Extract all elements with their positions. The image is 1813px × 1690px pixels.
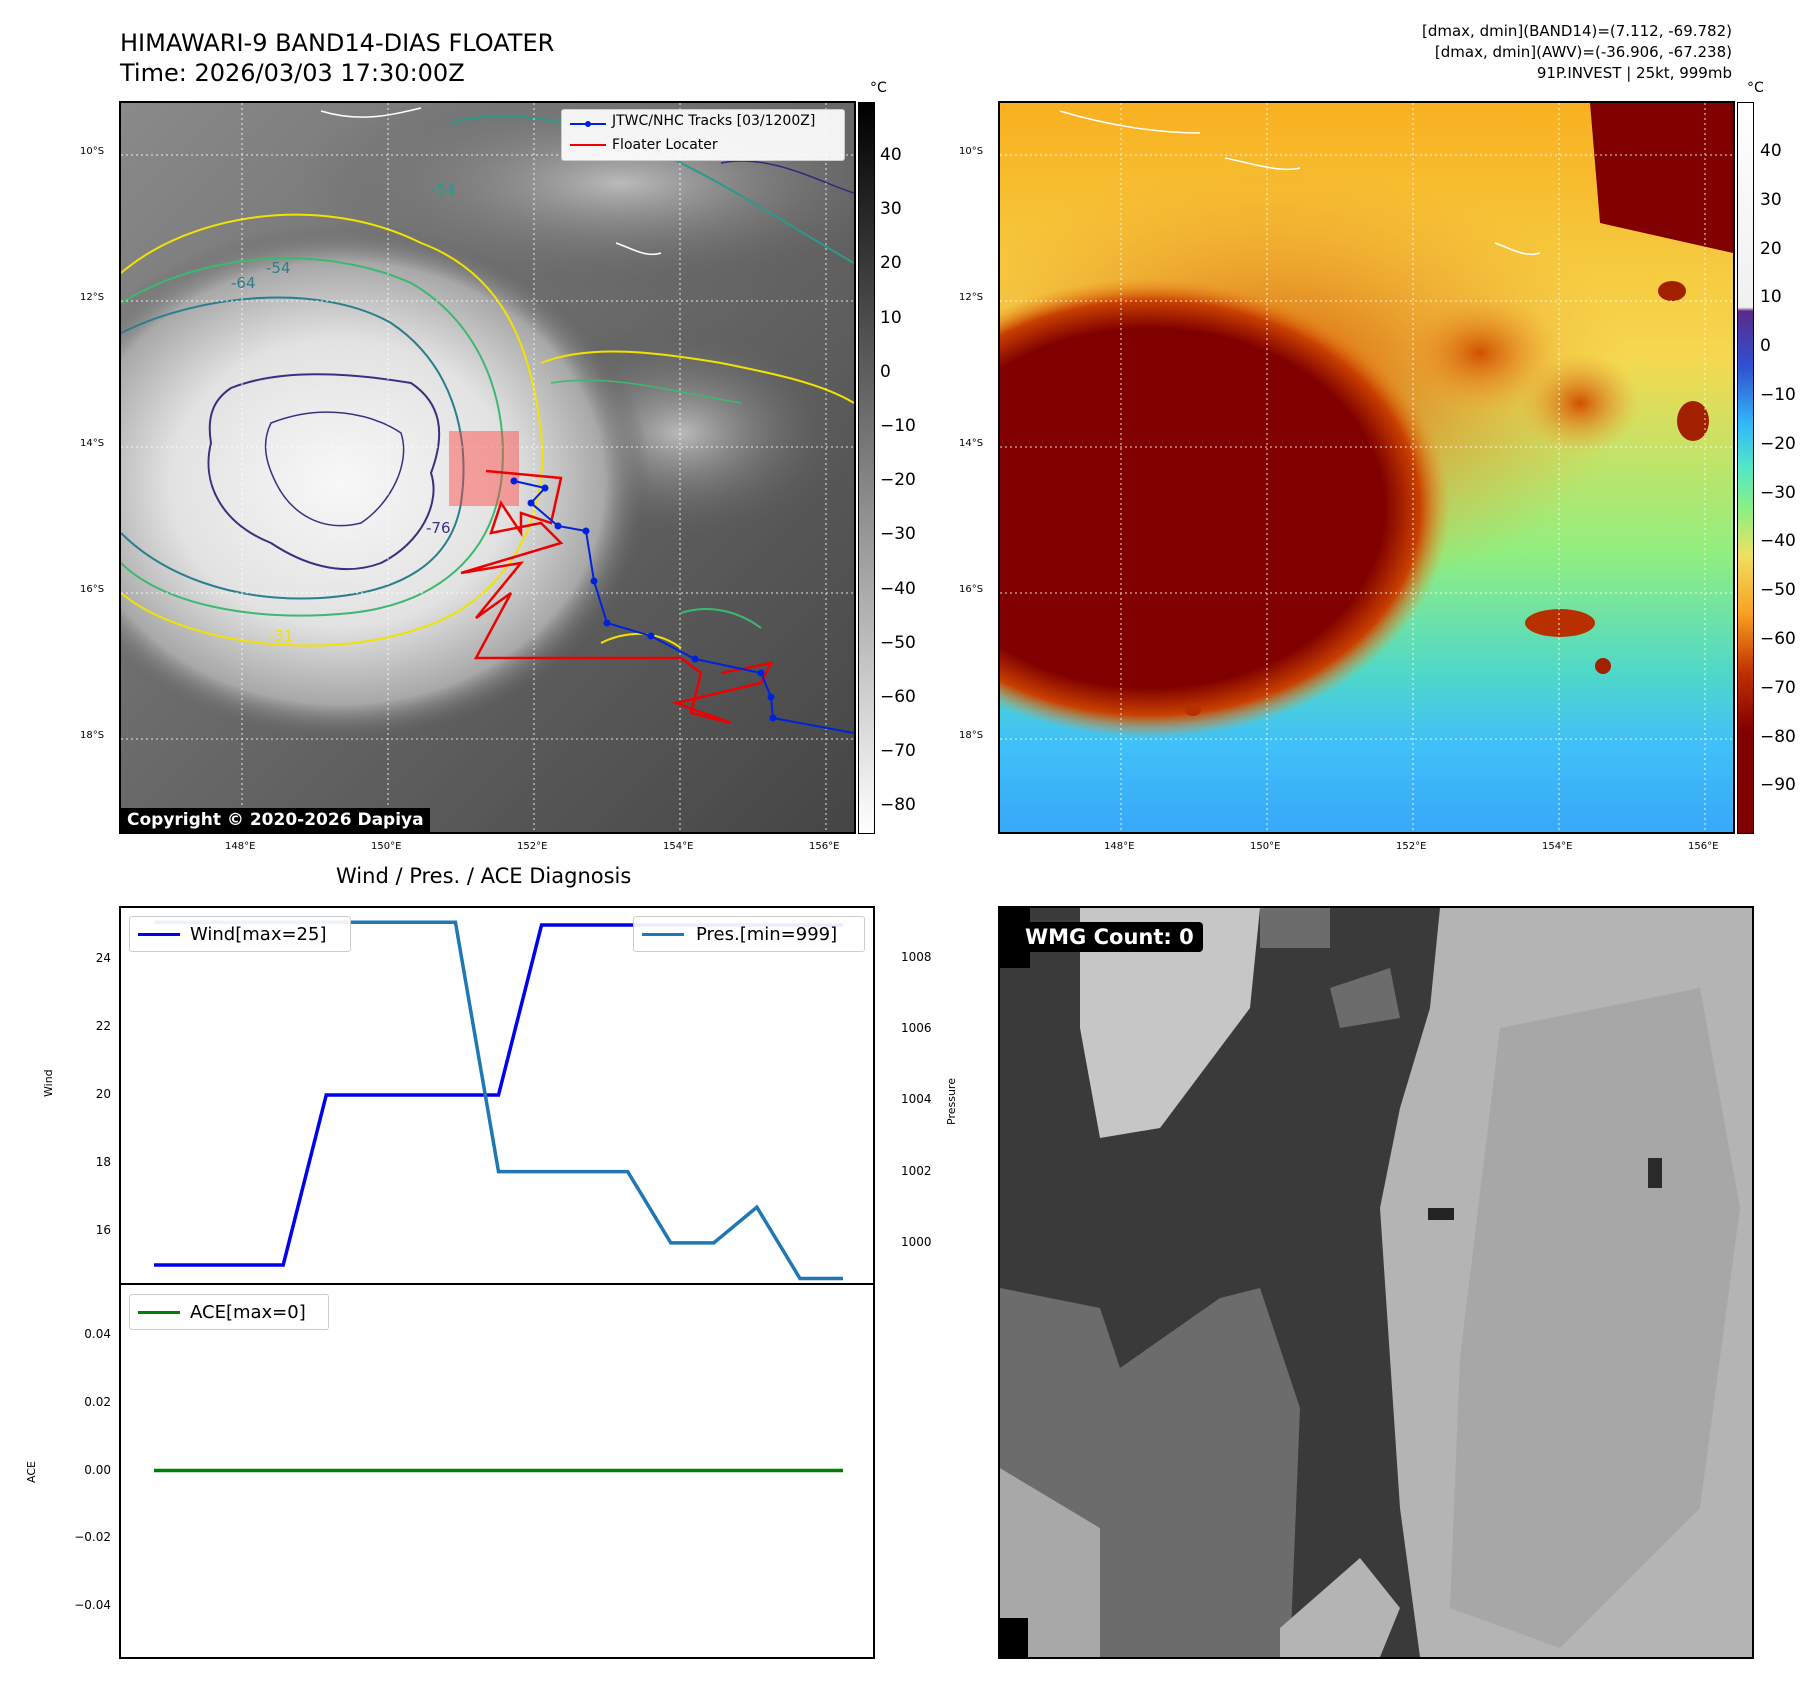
axis-tick-label: 1000 <box>901 1234 932 1249</box>
lon-label: 152°E <box>1396 841 1427 852</box>
colorbar-tick-label: −60 <box>1760 629 1796 649</box>
map-legend: JTWC/NHC Tracks [03/1200Z] Floater Locat… <box>561 109 845 161</box>
axis-tick-label: 24 <box>95 951 111 965</box>
axis-tick-label: 1004 <box>901 1092 932 1107</box>
pressure-legend-label: Pres.[min=999] <box>696 924 838 945</box>
lat-label: 10°S <box>959 146 984 157</box>
lat-label: 10°S <box>80 146 105 157</box>
lon-label: 156°E <box>809 841 840 852</box>
colorbar-tick-label: −20 <box>1760 433 1796 454</box>
axis-tick-label: 18 <box>95 1155 111 1169</box>
copyright: Copyright © 2020-2026 Dapiya <box>121 808 430 832</box>
lon-label: 148°E <box>225 841 256 852</box>
colorbar-tick-label: 40 <box>1760 141 1782 161</box>
legend-track-label: JTWC/NHC Tracks [03/1200Z] <box>612 113 816 129</box>
lat-label: 16°S <box>959 584 984 595</box>
lat-label: 16°S <box>80 584 105 595</box>
colorbar-tick-label: 20 <box>1760 238 1782 259</box>
pressure-series-line <box>154 920 843 1281</box>
colorbar-tick-label: 40 <box>880 145 902 165</box>
colorbar-tick-label: 0 <box>1760 336 1771 357</box>
lon-label: 154°E <box>663 841 694 852</box>
lat-label: 18°S <box>959 730 984 741</box>
wind-legend-label: Wind[max=25] <box>190 924 327 945</box>
colorbar-tick-label: −90 <box>1760 775 1796 796</box>
ace-legend: ACE[max=0] <box>129 1294 329 1330</box>
awv-colorbar <box>1737 102 1754 834</box>
lat-label: 14°S <box>80 438 105 449</box>
axis-tick-label: 0.02 <box>84 1394 111 1409</box>
info-line-awv: [dmax, dmin](AWV)=(-36.906, -67.238) <box>1434 43 1732 61</box>
colorbar-tick-label: −60 <box>880 687 916 707</box>
contour-label: -54 <box>266 259 291 277</box>
colorbar-tick-label: −70 <box>880 741 916 762</box>
lon-label: 150°E <box>1250 841 1281 852</box>
colorbar-tick-label: −70 <box>1760 677 1796 698</box>
contour-label: -31 <box>269 627 294 645</box>
awv-map[interactable] <box>998 101 1735 834</box>
legend-floater-label: Floater Locater <box>612 137 718 153</box>
lon-label: 154°E <box>1542 841 1573 852</box>
axis-tick-label: 16 <box>95 1223 111 1237</box>
colorbar-tick-label: −40 <box>1760 531 1796 552</box>
contour-label: -54 <box>431 181 456 199</box>
contour-label: -76 <box>426 519 451 537</box>
pressure-ylabel: Pressure <box>945 1078 958 1125</box>
axis-tick-label: 20 <box>95 1087 111 1101</box>
colorbar-tick-label: −50 <box>880 632 916 653</box>
wind-legend: Wind[max=25] <box>129 916 351 952</box>
axis-tick-label: −0.04 <box>74 1598 111 1613</box>
ace-ylabel: ACE <box>25 1461 38 1483</box>
ace-legend-label: ACE[max=0] <box>190 1302 306 1323</box>
axis-tick-label: 1008 <box>901 949 932 964</box>
axis-tick-label: 1002 <box>901 1163 932 1178</box>
colorbar-tick-label: −50 <box>1760 580 1796 601</box>
colorbar-tick-label: −80 <box>1760 726 1796 747</box>
lon-label: 150°E <box>371 841 402 852</box>
colorbar-tick-label: 0 <box>880 361 891 382</box>
axis-tick-label: 0.04 <box>84 1326 111 1341</box>
lon-label: 156°E <box>1688 841 1719 852</box>
wind-ylabel: Wind <box>42 1069 55 1097</box>
colorbar-tick-label: 30 <box>1760 189 1782 210</box>
axis-tick-label: −0.02 <box>74 1530 111 1545</box>
colorbar-tick-label: −40 <box>880 578 916 599</box>
wmg-panel[interactable]: WMG Count: 0 <box>998 906 1754 1659</box>
axis-tick-label: 0.00 <box>84 1462 111 1477</box>
pressure-legend: Pres.[min=999] <box>633 916 865 952</box>
wmg-count-label: WMG Count: 0 <box>1016 922 1203 952</box>
colorbar-tick-label: −20 <box>880 470 916 491</box>
axis-tick-label: 1006 <box>901 1021 932 1036</box>
colorbar-tick-label: 10 <box>1760 287 1782 308</box>
chart-time: Time: 2026/03/03 17:30:00Z <box>120 59 465 87</box>
colorbar-tick-label: −10 <box>1760 385 1796 405</box>
info-line-band14: [dmax, dmin](BAND14)=(7.112, -69.782) <box>1421 22 1732 40</box>
lat-label: 12°S <box>959 292 984 303</box>
lat-label: 14°S <box>959 438 984 449</box>
lat-label: 12°S <box>80 292 105 303</box>
colorbar-unit: °C <box>1747 80 1764 96</box>
floater-locater-line <box>460 469 774 725</box>
chart-title: HIMAWARI-9 BAND14-DIAS FLOATER <box>120 29 555 57</box>
colorbar-tick-label: 30 <box>880 199 902 220</box>
diag-title: Wind / Pres. / ACE Diagnosis <box>336 864 632 888</box>
axis-tick-label: 22 <box>95 1019 111 1033</box>
colorbar-tick-label: −30 <box>880 524 916 545</box>
info-line-storm: 91P.INVEST | 25kt, 999mb <box>1536 64 1732 82</box>
lon-label: 148°E <box>1104 841 1135 852</box>
colorbar-tick-label: −30 <box>1760 482 1796 503</box>
band14-colorbar <box>858 102 875 834</box>
colorbar-tick-label: −10 <box>880 416 916 436</box>
colorbar-tick-label: −80 <box>880 795 916 816</box>
lon-label: 152°E <box>517 841 548 852</box>
diag-panel: Wind[max=25] Pres.[min=999] ACE[max=0] <box>119 906 875 1659</box>
colorbar-unit: °C <box>870 80 887 96</box>
band14-map[interactable]: -54 -64 -54 -31 -76 <box>119 101 856 834</box>
colorbar-tick-label: 10 <box>880 307 902 328</box>
contour-label: -64 <box>231 274 256 292</box>
wind-series-line <box>154 923 843 1267</box>
colorbar-tick-label: 20 <box>880 253 902 274</box>
lat-label: 18°S <box>80 730 105 741</box>
